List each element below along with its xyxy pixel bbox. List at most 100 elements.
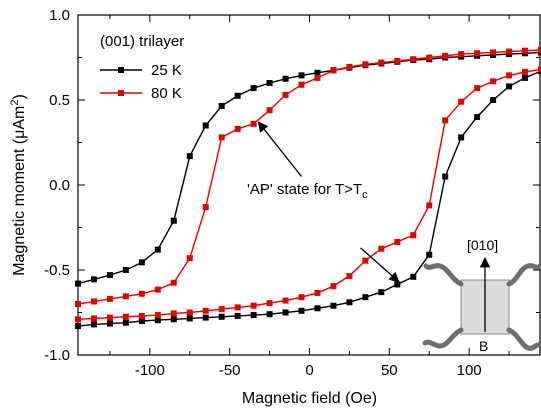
data-point <box>410 232 417 239</box>
data-point <box>138 318 145 324</box>
x-tick-label: -50 <box>219 362 241 379</box>
inset-diagram: [010] B <box>422 237 541 354</box>
series-80k <box>75 46 541 323</box>
legend: (001) trilayer 25 K 80 K <box>100 33 184 102</box>
data-point <box>250 85 257 92</box>
series-line-branch <box>77 49 541 305</box>
data-point <box>394 281 401 288</box>
y-axis-title: Magnetic moment (μAm2) <box>9 94 28 276</box>
data-point <box>106 314 113 321</box>
data-point <box>362 61 369 68</box>
legend-entry: 25 K <box>151 62 182 79</box>
y-tick-label: 0.5 <box>49 92 70 109</box>
data-point <box>218 134 225 141</box>
data-point <box>458 98 465 105</box>
data-point <box>474 85 481 92</box>
data-point <box>90 315 97 322</box>
contact-wire <box>506 327 541 351</box>
data-point <box>538 46 541 53</box>
data-point <box>154 312 161 319</box>
data-point <box>202 307 209 314</box>
data-point <box>75 280 81 287</box>
annotation-text-subscript: c <box>362 189 368 201</box>
contact-wire <box>423 263 464 287</box>
data-point <box>330 67 337 74</box>
data-point <box>490 78 497 85</box>
data-point <box>90 321 97 328</box>
data-point <box>170 316 177 323</box>
data-point <box>314 305 321 312</box>
data-point <box>266 300 273 307</box>
data-point <box>490 49 497 56</box>
data-point <box>410 273 417 280</box>
data-point <box>106 295 113 302</box>
data-point <box>506 48 513 55</box>
direction-label: [010] <box>467 237 498 253</box>
data-point <box>426 251 433 258</box>
data-point <box>394 238 401 245</box>
data-point <box>522 68 529 75</box>
plot-frame-layer <box>77 14 541 356</box>
data-point <box>346 63 353 70</box>
data-point <box>90 276 97 283</box>
data-point <box>362 294 369 301</box>
data-point <box>122 313 129 320</box>
data-point <box>122 319 129 326</box>
data-point <box>490 97 497 103</box>
data-point <box>234 312 241 319</box>
data-point <box>106 320 113 327</box>
data-point <box>474 50 481 57</box>
data-point <box>122 267 129 273</box>
data-point <box>122 293 129 300</box>
data-point <box>394 57 401 64</box>
data-point <box>298 81 305 88</box>
data-point <box>234 92 241 99</box>
annotation-text-main: 'AP' state for T>T <box>247 181 362 198</box>
data-point <box>442 173 449 180</box>
data-point <box>154 317 161 324</box>
data-point <box>442 52 449 59</box>
y-tick-label: 0.0 <box>49 177 70 194</box>
data-point <box>218 313 225 320</box>
data-point <box>298 72 305 79</box>
y-axis-title-part: Magnetic moment ( <box>11 138 28 276</box>
y-tick-label: -0.5 <box>44 262 70 279</box>
legend-title: (001) trilayer <box>100 33 184 50</box>
data-point <box>458 51 465 58</box>
data-point <box>202 122 209 129</box>
data-point <box>170 310 177 317</box>
data-point <box>202 314 209 321</box>
data-point <box>346 272 353 279</box>
data-point <box>75 323 81 330</box>
data-point <box>170 217 177 224</box>
annotation-layer: 'AP' state for T>Tc <box>247 121 400 283</box>
data-point <box>522 74 529 81</box>
data-point <box>90 298 97 305</box>
data-point <box>250 312 257 319</box>
data-point <box>426 54 433 61</box>
x-axis-title: Magnetic field (Oe) <box>242 390 377 407</box>
data-point <box>378 59 385 66</box>
data-point <box>266 311 273 318</box>
data-point <box>282 297 289 304</box>
data-point <box>346 299 353 306</box>
x-tick-label: 100 <box>457 362 482 379</box>
data-point <box>442 117 449 124</box>
data-point <box>426 202 433 209</box>
data-point <box>314 69 321 76</box>
data-point <box>250 302 257 309</box>
data-point <box>538 66 541 73</box>
y-axis-title-part: 2 <box>9 100 21 106</box>
field-label: B <box>479 338 488 354</box>
annotation-text: 'AP' state for T>Tc <box>247 181 368 201</box>
data-point <box>138 259 145 266</box>
data-point <box>330 302 337 309</box>
data-point <box>170 279 177 286</box>
axis-labels: -100 -50 0 50 100 -1.0 -0.5 0.0 0.5 1.0 Magnetic f… <box>9 7 482 407</box>
x-tick-label: 0 <box>305 362 313 379</box>
data-point <box>154 286 161 293</box>
data-point <box>282 91 289 98</box>
data-point <box>186 255 193 262</box>
data-point <box>234 125 241 132</box>
